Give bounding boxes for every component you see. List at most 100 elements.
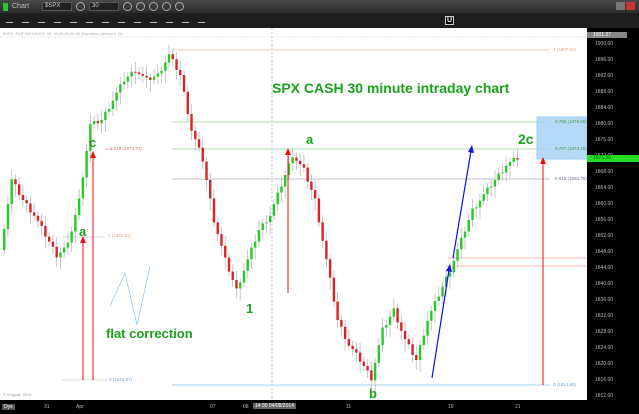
trend-tool-icon[interactable] [54,18,61,23]
watermark: © eSignal, 2014 [3,392,32,397]
candle-body [107,109,111,112]
candle-body [77,198,81,215]
candle-body [276,192,279,205]
title-bar: Chart $SPX 30 [0,0,639,13]
y-tick-label: 1856.00 [595,217,614,223]
candle-body [115,92,118,101]
underline-button[interactable]: U [444,16,454,25]
candle-body [6,204,10,230]
candle-body [194,130,197,140]
y-tick-label: 1840.00 [595,281,614,287]
arrows [80,145,546,385]
cycle-tool-icon[interactable] [166,18,173,23]
fib-label-618: 0.618 (1865.79) [555,176,587,181]
horizontal-line-tool-icon[interactable] [22,18,29,23]
ellipse-tool-icon[interactable] [102,18,109,23]
candle-body [100,120,103,124]
candle-body [505,165,508,173]
candle-body [343,326,347,340]
zoom-in-icon[interactable] [162,2,171,11]
candle-body [268,215,272,223]
text-tool-icon[interactable] [182,18,189,23]
candle-body [25,200,28,204]
wave-label-b: b [369,386,377,401]
candle-body [212,198,216,223]
triangle-tool-icon[interactable] [134,18,141,23]
refresh-icon[interactable] [175,2,184,11]
line-tool-icon[interactable] [6,18,13,23]
clock-icon[interactable] [123,2,132,11]
y-tick-label: 1836.00 [595,297,614,303]
y-tick-label: 1848.00 [595,249,614,255]
candle-body [156,73,160,77]
candle-body [426,320,429,336]
fib-tool-icon[interactable] [70,18,77,23]
candle-body [373,362,377,381]
candle-body [205,161,208,180]
y-tick-label: 1832.00 [595,313,614,319]
candle-body [291,157,294,164]
chart-plot-area[interactable]: $SPX, S&P 500 INDEX, 30, 30,00,00,00,00 … [0,28,587,401]
candle-body [493,180,497,187]
y-tick-label: 1860.00 [595,201,614,207]
y-tick-label: 1884.00 [595,105,614,111]
y-tick-label: 1876.00 [595,137,614,143]
candle-body [220,234,223,246]
candle-body [418,345,422,360]
link-icon[interactable] [76,2,85,11]
candle-body [332,277,336,302]
candle-body [272,204,276,216]
price-axis[interactable]: 1901.37 1900.00 1896.00 1892.00 1888.00 1884… [587,28,639,400]
candle-body [171,54,174,60]
candle-body [448,272,452,277]
candle-body [347,339,351,346]
rectangle-tool-icon[interactable] [118,18,125,23]
channel-tool-icon[interactable] [150,18,157,23]
window-title: Chart [12,3,30,10]
zoom-out-icon[interactable] [149,2,158,11]
crosshair-time-label: 14:30 04/08/2014 [253,403,296,409]
app-logo-icon [3,2,8,11]
vertical-line-tool-icon[interactable] [38,18,45,23]
pencil-icon[interactable] [136,2,145,11]
x-tick: 11 [346,404,352,410]
arrow-tool-icon[interactable] [198,18,205,23]
candle-body [287,163,291,175]
candle-body [122,81,126,85]
candle-body [490,186,493,188]
candle-body [415,354,418,360]
blue-arrowhead [468,145,474,153]
price-chart [0,28,587,400]
flat-correction-label: flat correction [106,326,193,341]
candle-body [250,247,253,260]
candle-body [167,54,171,63]
candle-body [89,124,92,151]
symbol-input[interactable]: $SPX [42,2,72,11]
candle-body [254,241,257,248]
candle-body [104,111,107,120]
candle-body [411,344,414,355]
time-axis[interactable]: Dys 31 Apr 07 08 14:30 04/08/2014 11 16 … [0,400,639,414]
pitchfork-tool-icon[interactable] [86,18,93,23]
interval-input[interactable]: 30 [89,2,119,11]
candle-body [400,322,403,331]
candle-body [516,157,519,160]
candle-body [257,230,261,242]
restore-button[interactable] [616,2,625,10]
candle-body [456,249,459,261]
y-tick-label: 1868.00 [595,169,614,175]
candle-body [201,147,204,162]
candle-body [407,339,411,345]
close-button[interactable] [626,2,635,10]
x-tick: 16 [448,404,454,410]
y-tick-label: 1844.00 [595,265,614,271]
candle-body [36,215,40,221]
y-tick-label: 1888.00 [595,89,614,95]
candle-body [160,70,163,74]
period-button[interactable]: Dys [2,404,15,410]
candle-body [471,208,474,220]
candle-body [381,327,384,346]
candle-body [224,245,227,258]
candle-body [482,194,485,201]
candles [3,44,519,393]
